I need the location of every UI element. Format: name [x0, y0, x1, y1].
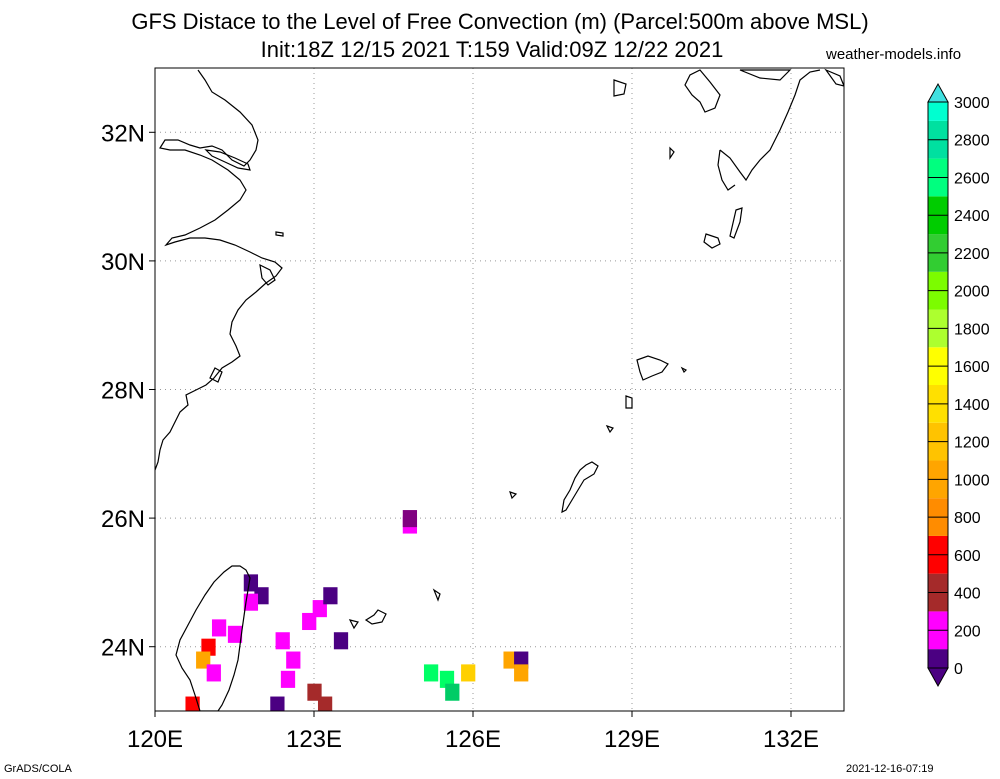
colorbar-swatch: [928, 554, 948, 574]
coastline-kyushu: [684, 69, 721, 113]
lfc-cell: [423, 664, 439, 682]
lfc-cell: [201, 638, 216, 656]
colorbar-swatch: [928, 271, 948, 291]
colorbar-high-arrow: [927, 82, 949, 103]
graticule: [155, 68, 844, 711]
colorbar-label: 1400: [954, 397, 990, 414]
colorbar-swatch: [928, 630, 948, 650]
colorbar-label: 400: [954, 586, 981, 603]
lfc-cell: [439, 670, 455, 688]
lfc-cell: [307, 683, 322, 701]
colorbar-swatch: [928, 177, 948, 197]
colorbar-label: 2600: [954, 170, 990, 187]
tick-label-lat: 32N: [101, 120, 145, 147]
colorbar-swatch: [928, 328, 948, 348]
colorbar-swatch: [928, 573, 948, 593]
colorbar-swatch: [928, 102, 948, 121]
colorbar-swatch: [928, 517, 948, 536]
colorbar-label: 200: [954, 623, 981, 640]
colorbar-swatch: [928, 215, 948, 235]
colorbar-swatch: [928, 347, 948, 367]
colorbar-swatch: [928, 441, 948, 461]
colorbar-low-arrow: [927, 667, 949, 688]
colorbar-label: 2000: [954, 284, 990, 301]
lfc-cell: [196, 651, 211, 669]
footer-left: GrADS/COLA: [4, 763, 72, 775]
colorbar-swatch: [928, 290, 948, 310]
lfc-cell: [514, 664, 529, 682]
colorbar-swatch: [928, 158, 948, 178]
colorbar-swatch: [928, 366, 948, 385]
colorbar-swatch: [928, 385, 948, 404]
colorbar-label: 0: [954, 661, 963, 678]
lfc-cell: [445, 683, 460, 701]
colorbar-label: 3000: [954, 95, 990, 112]
colorbar-swatch: [928, 611, 948, 631]
lfc-cell: [275, 632, 290, 650]
colorbar-swatch: [928, 309, 948, 329]
lfc-cell: [243, 593, 259, 611]
colorbar-swatch: [928, 649, 948, 668]
lfc-cell: [317, 696, 333, 711]
tick-label-lat: 28N: [101, 378, 145, 405]
colorbar-swatch: [928, 234, 948, 253]
lfc-cell: [211, 619, 227, 637]
lfc-cell: [402, 510, 418, 528]
tick-label-lat: 30N: [101, 249, 145, 276]
lfc-cell: [206, 664, 221, 682]
footer-right: 2021-12-16-07:19: [846, 763, 934, 775]
colorbar-swatch: [928, 479, 948, 499]
lfc-cell: [280, 670, 296, 688]
colorbar-label: 2400: [954, 208, 990, 225]
coastline-ryukyu: [561, 461, 599, 514]
colorbar-label: 1600: [954, 359, 990, 376]
tick-label-lat: 24N: [101, 635, 145, 662]
tick-label-lon: 120E: [127, 726, 183, 753]
tick-label-lon: 132E: [763, 726, 819, 753]
lfc-field: [185, 510, 529, 711]
tick-label-lat: 26N: [101, 506, 145, 533]
coastline-china: [155, 69, 283, 471]
init-valid-time: Init:18Z 12/15 2021 T:159 Valid:09Z 12/2…: [260, 37, 724, 62]
colorbar-label: 1000: [954, 472, 990, 489]
colorbar-label: 800: [954, 510, 981, 527]
colorbar-swatch: [928, 592, 948, 612]
chart-title: GFS Distace to the Level of Free Convect…: [131, 9, 869, 34]
lfc-cell: [333, 632, 349, 650]
axis-ticks: 120E 123E 126E 129E 132E 32N 30N 28N 26N 24N: [101, 120, 819, 753]
colorbar-swatch: [928, 460, 948, 480]
colorbar: 0 200 400 600 800 1000 1200 1400 1600 1800 2000 220…: [927, 82, 990, 688]
lfc-cell: [312, 600, 327, 618]
tick-label-lon: 123E: [286, 726, 342, 753]
lfc-cell: [461, 664, 476, 682]
coastline-taiwan: [175, 565, 251, 711]
credit-text: weather-models.info: [826, 46, 962, 63]
lfc-cell: [227, 625, 243, 643]
chart-subtitle: Init:18Z 12/15 2021 T:159 Valid:09Z 12/2…: [0, 37, 1000, 63]
colorbar-label: 2200: [954, 246, 990, 263]
colorbar-swatch: [928, 498, 948, 518]
lfc-cell: [243, 574, 259, 592]
colorbar-label: 1200: [954, 435, 990, 452]
tick-label-lon: 129E: [604, 726, 660, 753]
colorbar-swatch: [928, 422, 948, 442]
colorbar-swatch: [928, 120, 948, 140]
colorbar-swatch: [928, 196, 948, 216]
colorbar-label: 600: [954, 548, 981, 565]
colorbar-swatch: [928, 535, 948, 555]
lfc-cell: [286, 651, 301, 669]
lfc-cell: [323, 587, 338, 605]
lfc-cell: [514, 651, 529, 669]
lfc-cell: [302, 612, 317, 631]
lfc-cell: [270, 696, 285, 711]
colorbar-swatch: [928, 139, 948, 159]
coastline-islands-china: [204, 149, 251, 171]
colorbar-swatch: [928, 252, 948, 272]
colorbar-label: 1800: [954, 321, 990, 338]
tick-label-lon: 126E: [445, 726, 501, 753]
colorbar-swatch: [928, 403, 948, 423]
colorbar-label: 2800: [954, 133, 990, 150]
coastlines: [155, 68, 844, 711]
